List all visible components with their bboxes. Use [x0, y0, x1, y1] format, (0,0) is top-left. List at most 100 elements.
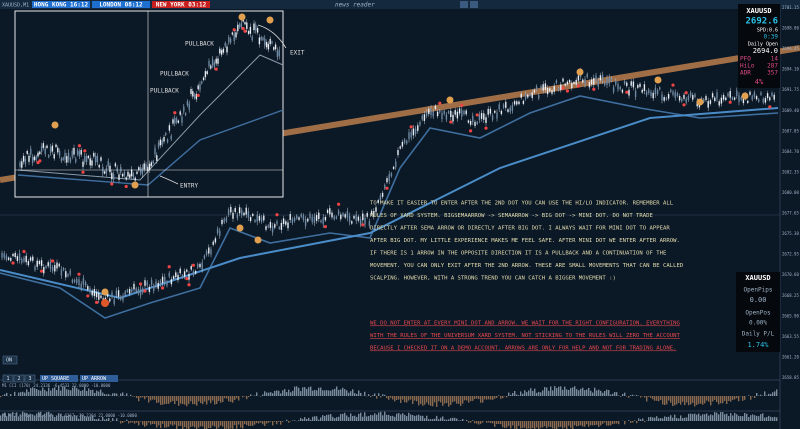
osc-bar — [488, 421, 490, 423]
dot — [185, 277, 189, 281]
osc-bar — [32, 414, 34, 421]
osc-bar — [646, 396, 648, 402]
osc-bar — [716, 412, 718, 421]
osc-bar — [466, 419, 468, 421]
button[interactable] — [460, 1, 468, 8]
osc-bar — [388, 414, 390, 421]
candle — [487, 108, 489, 115]
up-square-button[interactable] — [40, 375, 78, 382]
osc-bar — [56, 415, 58, 421]
osc-bar — [772, 417, 774, 421]
dot — [196, 93, 200, 97]
osc-bar — [142, 421, 144, 425]
osc-bar — [776, 417, 778, 421]
candle — [67, 152, 70, 160]
osc-bar — [94, 418, 96, 421]
osc-bar — [516, 394, 518, 396]
osc-bar — [480, 421, 482, 424]
candle — [274, 224, 276, 228]
osc-bar — [570, 421, 572, 428]
osc-bar — [610, 394, 612, 396]
osc-bar — [48, 387, 50, 396]
osc-bar — [684, 417, 686, 421]
osc-bar — [536, 392, 538, 396]
clock-box — [32, 1, 90, 8]
osc-bar — [492, 396, 494, 400]
osc-bar — [636, 395, 638, 396]
osc-bar — [196, 396, 198, 406]
candle — [172, 276, 175, 279]
price-label: 2665.90 — [782, 313, 799, 318]
candle — [278, 226, 280, 229]
osc-bar — [30, 413, 32, 421]
osc-bar — [130, 394, 132, 396]
candle — [491, 115, 494, 120]
dot — [110, 182, 114, 186]
candle — [544, 83, 547, 91]
candle — [118, 174, 120, 180]
osc-bar — [402, 413, 404, 421]
on-button[interactable] — [2, 355, 18, 365]
candle — [123, 171, 126, 176]
osc-bar — [318, 419, 320, 421]
osc-bar — [144, 421, 146, 427]
annotation: ENTRY — [180, 183, 198, 190]
small-button[interactable] — [13, 374, 25, 383]
osc-bar — [308, 387, 310, 396]
osc-bar — [320, 417, 322, 421]
osc-bar — [426, 415, 428, 421]
osc-bar — [232, 421, 234, 429]
osc-bar — [506, 396, 508, 398]
osc-bar — [732, 415, 734, 421]
osc-bar — [444, 419, 446, 421]
osc-bar — [684, 396, 686, 406]
osc-bar — [538, 421, 540, 429]
osc-bar — [750, 396, 752, 400]
osc-bar — [434, 418, 436, 421]
osc-bar — [124, 421, 126, 422]
osc-bar — [602, 421, 604, 424]
candle — [113, 299, 115, 304]
osc-bar — [672, 396, 674, 407]
small-button[interactable] — [2, 374, 14, 383]
candle — [362, 213, 364, 221]
candle — [412, 128, 415, 136]
candle — [445, 114, 448, 120]
osc-bar — [72, 416, 74, 421]
clock-box — [92, 1, 150, 8]
osc-bar — [570, 388, 572, 396]
osc-bar — [224, 396, 226, 399]
osc-bar — [38, 411, 40, 421]
news-reader[interactable]: news reader — [335, 2, 375, 9]
candle — [271, 226, 274, 233]
osc-bar — [740, 416, 742, 421]
osc-bar — [230, 396, 232, 402]
candle — [337, 210, 340, 215]
candle — [21, 161, 23, 168]
up-arrow-button[interactable] — [80, 375, 118, 382]
osc-bar — [380, 396, 382, 398]
button[interactable] — [470, 1, 478, 8]
osc-bar — [162, 396, 164, 405]
candle — [507, 109, 509, 112]
candle — [612, 87, 615, 92]
osc-bar — [78, 418, 80, 421]
osc-bar — [738, 396, 740, 402]
dot — [275, 213, 279, 217]
osc-bar — [418, 396, 420, 406]
osc-bar — [72, 387, 74, 396]
osc-bar — [104, 419, 106, 421]
dot — [191, 263, 195, 267]
osc-bar — [326, 414, 328, 421]
small-button[interactable] — [24, 374, 36, 383]
candle — [253, 23, 255, 31]
candle — [111, 292, 113, 297]
osc-bar — [68, 415, 70, 421]
osc-bar — [588, 421, 590, 427]
osc-bar — [36, 389, 38, 396]
candle — [69, 158, 72, 162]
candle — [665, 97, 668, 100]
osc-bar — [670, 396, 672, 403]
candle — [202, 77, 205, 81]
osc-bar — [486, 421, 488, 423]
